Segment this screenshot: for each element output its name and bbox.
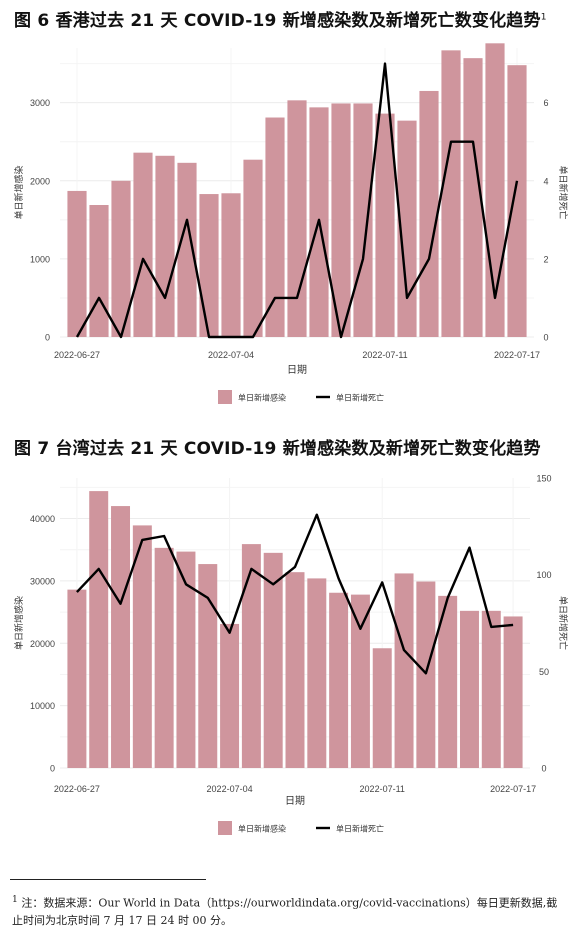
footnote-text: 注：数据来源：Our World in Data（https://ourworl… <box>12 897 557 927</box>
chart-2-legend-bar-swatch <box>218 821 232 835</box>
chart-2-ytick-left: 30000 <box>30 576 55 586</box>
chart-2-xtick: 2022-06-27 <box>54 784 100 794</box>
chart-2-legend: 单日新增感染 单日新增死亡 <box>218 821 384 835</box>
chart-2-bar <box>460 611 479 768</box>
chart-2-xaxis-title: 日期 <box>285 795 305 807</box>
chart-2-legend-bar-label: 单日新增感染 <box>238 824 286 834</box>
chart-2-bar <box>111 506 130 768</box>
chart-2-bar <box>482 611 501 768</box>
chart-2-xtick: 2022-07-04 <box>207 784 253 794</box>
chart-2-bar <box>351 595 370 768</box>
chart-2: 0 10000 20000 30000 40000 0 50 100 150 2022-06-27… <box>0 0 574 860</box>
chart-2-bar <box>89 491 108 768</box>
chart-2-ytick-left: 20000 <box>30 639 55 649</box>
footnote-divider <box>10 879 206 880</box>
chart-2-yaxis-title-right: 单日新增死亡 <box>557 596 569 650</box>
chart-2-legend-line-label: 单日新增死亡 <box>336 824 384 834</box>
chart-2-bar <box>242 544 261 768</box>
chart-2-bar <box>67 590 86 768</box>
chart-2-bar <box>416 582 435 768</box>
chart-2-ytick-right: 100 <box>536 570 551 580</box>
footnote-marker: 1 <box>12 894 18 905</box>
chart-2-bar <box>504 616 523 768</box>
chart-2-bar <box>307 578 326 768</box>
chart-2-ytick-right: 0 <box>541 764 546 774</box>
chart-2-ytick-left: 10000 <box>30 701 55 711</box>
chart-2-ytick-right: 150 <box>536 474 551 484</box>
chart-2-bar <box>395 573 414 768</box>
chart-2-bar <box>373 648 392 768</box>
chart-2-ytick-left: 0 <box>50 764 55 774</box>
footnote: 1 注：数据来源：Our World in Data（https://ourwo… <box>12 891 568 929</box>
chart-2-bars <box>67 491 522 768</box>
chart-2-bar <box>329 593 348 768</box>
chart-2-bar <box>286 572 305 768</box>
chart-2-ytick-right: 50 <box>539 667 549 677</box>
chart-2-yaxis-title-left: 单日新增感染 <box>13 596 25 650</box>
chart-2-xtick: 2022-07-17 <box>490 784 536 794</box>
chart-2-xtick: 2022-07-11 <box>360 784 405 794</box>
chart-2-bar <box>155 548 174 768</box>
chart-2-bar <box>220 624 239 768</box>
chart-2-ytick-left: 40000 <box>30 514 55 524</box>
